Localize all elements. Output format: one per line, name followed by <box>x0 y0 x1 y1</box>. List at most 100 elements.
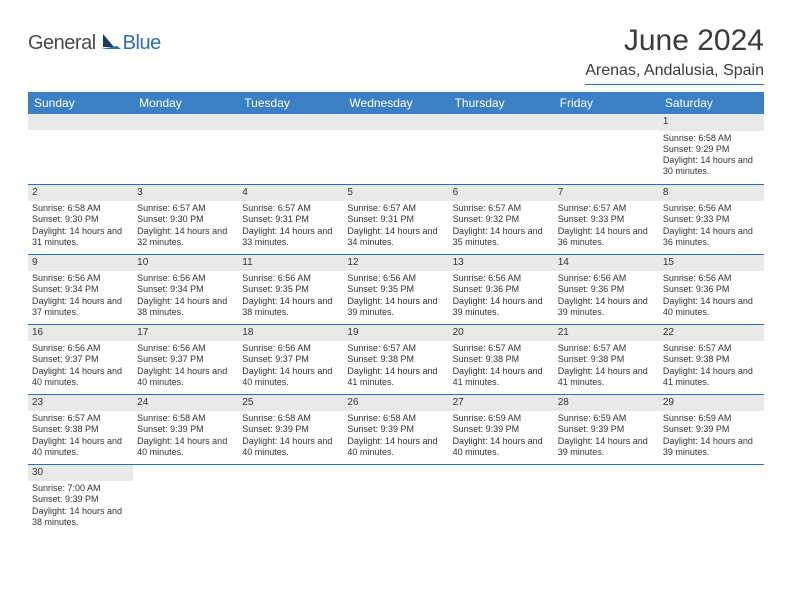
sunrise-text: Sunrise: 6:57 AM <box>558 203 655 214</box>
daylight-text: Daylight: 14 hours and 40 minutes. <box>242 436 339 459</box>
sunset-text: Sunset: 9:36 PM <box>453 284 550 295</box>
day-number: 8 <box>659 185 764 202</box>
calendar-cell: 24Sunrise: 6:58 AMSunset: 9:39 PMDayligh… <box>133 394 238 464</box>
day-number: 13 <box>449 255 554 272</box>
day-body: Sunrise: 7:00 AMSunset: 9:39 PMDaylight:… <box>28 481 133 532</box>
sunrise-text: Sunrise: 6:56 AM <box>663 203 760 214</box>
sunrise-text: Sunrise: 6:56 AM <box>32 273 129 284</box>
day-body: Sunrise: 6:58 AMSunset: 9:39 PMDaylight:… <box>133 411 238 462</box>
empty-day-bar <box>343 114 448 130</box>
day-number: 23 <box>28 395 133 412</box>
day-body: Sunrise: 6:56 AMSunset: 9:35 PMDaylight:… <box>343 271 448 322</box>
sunset-text: Sunset: 9:33 PM <box>663 214 760 225</box>
sunset-text: Sunset: 9:29 PM <box>663 144 760 155</box>
sunrise-text: Sunrise: 6:59 AM <box>453 413 550 424</box>
sunset-text: Sunset: 9:39 PM <box>453 424 550 435</box>
daylight-text: Daylight: 14 hours and 36 minutes. <box>558 226 655 249</box>
day-number: 21 <box>554 325 659 342</box>
calendar-cell: 10Sunrise: 6:56 AMSunset: 9:34 PMDayligh… <box>133 254 238 324</box>
day-body: Sunrise: 6:56 AMSunset: 9:37 PMDaylight:… <box>238 341 343 392</box>
calendar-cell <box>133 114 238 184</box>
daylight-text: Daylight: 14 hours and 39 minutes. <box>558 296 655 319</box>
day-body: Sunrise: 6:59 AMSunset: 9:39 PMDaylight:… <box>449 411 554 462</box>
title-block: June 2024 Arenas, Andalusia, Spain <box>585 24 764 85</box>
sunrise-text: Sunrise: 6:56 AM <box>453 273 550 284</box>
sunrise-text: Sunrise: 6:57 AM <box>347 203 444 214</box>
day-body: Sunrise: 6:57 AMSunset: 9:38 PMDaylight:… <box>659 341 764 392</box>
daylight-text: Daylight: 14 hours and 37 minutes. <box>32 296 129 319</box>
day-number: 12 <box>343 255 448 272</box>
calendar-row: 16Sunrise: 6:56 AMSunset: 9:37 PMDayligh… <box>28 324 764 394</box>
daylight-text: Daylight: 14 hours and 36 minutes. <box>663 226 760 249</box>
daylight-text: Daylight: 14 hours and 40 minutes. <box>32 366 129 389</box>
calendar-cell <box>343 114 448 184</box>
calendar-cell: 25Sunrise: 6:58 AMSunset: 9:39 PMDayligh… <box>238 394 343 464</box>
calendar-row: 23Sunrise: 6:57 AMSunset: 9:38 PMDayligh… <box>28 394 764 464</box>
daylight-text: Daylight: 14 hours and 40 minutes. <box>347 436 444 459</box>
sunrise-text: Sunrise: 6:58 AM <box>242 413 339 424</box>
sunrise-text: Sunrise: 6:57 AM <box>558 343 655 354</box>
day-number: 5 <box>343 185 448 202</box>
daylight-text: Daylight: 14 hours and 40 minutes. <box>32 436 129 459</box>
calendar-cell <box>343 464 448 534</box>
sunset-text: Sunset: 9:39 PM <box>558 424 655 435</box>
logo: General Blue <box>28 24 161 55</box>
day-body: Sunrise: 6:56 AMSunset: 9:36 PMDaylight:… <box>554 271 659 322</box>
daylight-text: Daylight: 14 hours and 41 minutes. <box>453 366 550 389</box>
sunrise-text: Sunrise: 6:58 AM <box>32 203 129 214</box>
daylight-text: Daylight: 14 hours and 39 minutes. <box>558 436 655 459</box>
sunrise-text: Sunrise: 6:58 AM <box>137 413 234 424</box>
day-body: Sunrise: 6:56 AMSunset: 9:35 PMDaylight:… <box>238 271 343 322</box>
day-number: 19 <box>343 325 448 342</box>
sunrise-text: Sunrise: 6:57 AM <box>453 203 550 214</box>
day-body: Sunrise: 6:57 AMSunset: 9:38 PMDaylight:… <box>554 341 659 392</box>
calendar-cell: 12Sunrise: 6:56 AMSunset: 9:35 PMDayligh… <box>343 254 448 324</box>
day-number: 17 <box>133 325 238 342</box>
calendar-cell: 2Sunrise: 6:58 AMSunset: 9:30 PMDaylight… <box>28 184 133 254</box>
calendar-row: 9Sunrise: 6:56 AMSunset: 9:34 PMDaylight… <box>28 254 764 324</box>
location: Arenas, Andalusia, Spain <box>585 62 764 85</box>
calendar-row: 1Sunrise: 6:58 AMSunset: 9:29 PMDaylight… <box>28 114 764 184</box>
daylight-text: Daylight: 14 hours and 40 minutes. <box>137 436 234 459</box>
day-body: Sunrise: 6:57 AMSunset: 9:38 PMDaylight:… <box>449 341 554 392</box>
daylight-text: Daylight: 14 hours and 35 minutes. <box>453 226 550 249</box>
sunset-text: Sunset: 9:36 PM <box>558 284 655 295</box>
day-body: Sunrise: 6:56 AMSunset: 9:33 PMDaylight:… <box>659 201 764 252</box>
day-number: 9 <box>28 255 133 272</box>
sunset-text: Sunset: 9:37 PM <box>242 354 339 365</box>
day-number: 11 <box>238 255 343 272</box>
empty-day-bar <box>28 114 133 130</box>
sunset-text: Sunset: 9:39 PM <box>137 424 234 435</box>
sunrise-text: Sunrise: 6:56 AM <box>242 343 339 354</box>
calendar-cell: 29Sunrise: 6:59 AMSunset: 9:39 PMDayligh… <box>659 394 764 464</box>
calendar-cell: 18Sunrise: 6:56 AMSunset: 9:37 PMDayligh… <box>238 324 343 394</box>
sunrise-text: Sunrise: 6:57 AM <box>32 413 129 424</box>
weekday-header: Tuesday <box>238 92 343 114</box>
calendar-cell <box>554 114 659 184</box>
calendar-cell: 21Sunrise: 6:57 AMSunset: 9:38 PMDayligh… <box>554 324 659 394</box>
sunset-text: Sunset: 9:37 PM <box>32 354 129 365</box>
daylight-text: Daylight: 14 hours and 40 minutes. <box>453 436 550 459</box>
day-body: Sunrise: 6:57 AMSunset: 9:38 PMDaylight:… <box>343 341 448 392</box>
day-body: Sunrise: 6:57 AMSunset: 9:31 PMDaylight:… <box>238 201 343 252</box>
calendar-cell <box>238 114 343 184</box>
calendar-cell: 27Sunrise: 6:59 AMSunset: 9:39 PMDayligh… <box>449 394 554 464</box>
day-number: 14 <box>554 255 659 272</box>
sunset-text: Sunset: 9:39 PM <box>347 424 444 435</box>
sunset-text: Sunset: 9:39 PM <box>663 424 760 435</box>
weekday-header: Friday <box>554 92 659 114</box>
day-body: Sunrise: 6:57 AMSunset: 9:31 PMDaylight:… <box>343 201 448 252</box>
day-body: Sunrise: 6:57 AMSunset: 9:38 PMDaylight:… <box>28 411 133 462</box>
day-number: 25 <box>238 395 343 412</box>
calendar-row: 30Sunrise: 7:00 AMSunset: 9:39 PMDayligh… <box>28 464 764 534</box>
month-title: June 2024 <box>585 24 764 58</box>
day-number: 20 <box>449 325 554 342</box>
day-number: 2 <box>28 185 133 202</box>
daylight-text: Daylight: 14 hours and 39 minutes. <box>347 296 444 319</box>
calendar-cell: 22Sunrise: 6:57 AMSunset: 9:38 PMDayligh… <box>659 324 764 394</box>
daylight-text: Daylight: 14 hours and 38 minutes. <box>137 296 234 319</box>
day-number: 27 <box>449 395 554 412</box>
day-body: Sunrise: 6:57 AMSunset: 9:33 PMDaylight:… <box>554 201 659 252</box>
sunrise-text: Sunrise: 6:57 AM <box>453 343 550 354</box>
calendar-table: SundayMondayTuesdayWednesdayThursdayFrid… <box>28 92 764 534</box>
